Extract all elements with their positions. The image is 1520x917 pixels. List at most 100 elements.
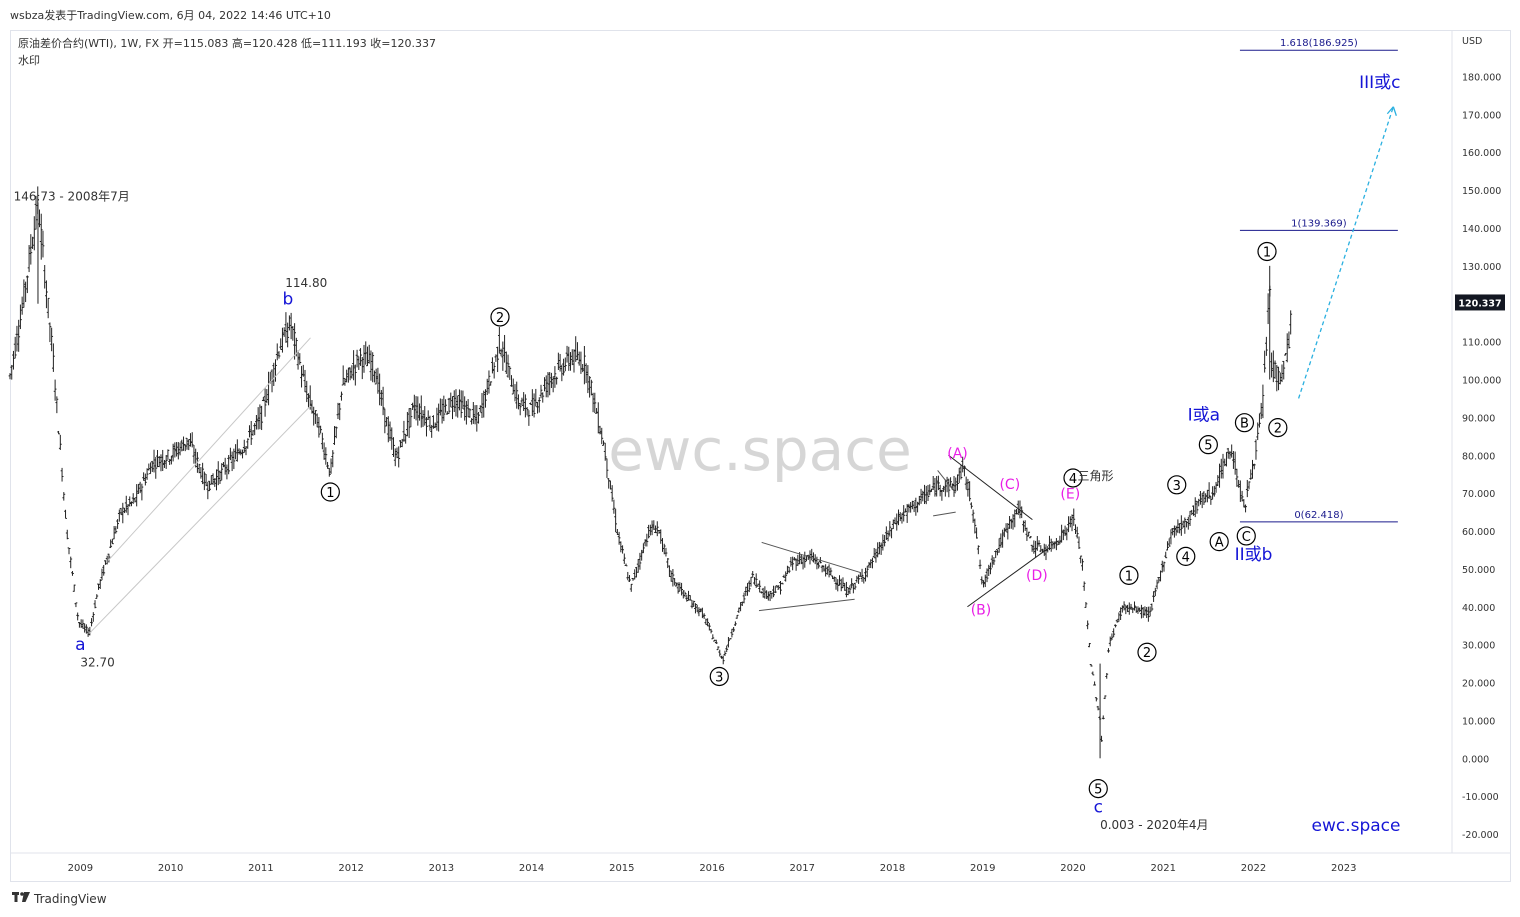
wave-label-circle — [490, 307, 510, 327]
footer[interactable]: TradingView — [12, 891, 107, 907]
wave-label-circle — [1236, 526, 1256, 546]
wave-label-circle — [320, 482, 340, 502]
wave-label: 5 — [1094, 783, 1102, 798]
wave-label: 114.80 — [285, 276, 327, 290]
wave-label: (D) — [1026, 568, 1048, 584]
wave-label: 1 — [1263, 245, 1271, 260]
x-tick-label: 2014 — [519, 863, 544, 874]
x-tick-label: 2018 — [880, 863, 905, 874]
x-tick-label: 2019 — [970, 863, 995, 874]
x-tick-label: 2023 — [1331, 863, 1356, 874]
x-tick-label: 2010 — [158, 863, 183, 874]
triangle-upper — [761, 541, 862, 574]
y-tick-label: 0.000 — [1462, 754, 1489, 765]
wave-label: 32.70 — [80, 655, 114, 669]
wave-label: (E) — [1060, 486, 1080, 502]
wave-label: 1 — [326, 486, 334, 501]
wave-label: 5 — [1204, 439, 1212, 454]
x-tick-label: 2011 — [248, 863, 273, 874]
x-tick-label: 2022 — [1241, 863, 1266, 874]
wave-label: 0.003 - 2020年4月 — [1100, 818, 1209, 832]
wave-label: II或b — [1235, 545, 1273, 565]
x-tick-label: 2021 — [1151, 863, 1176, 874]
wave-label-circle — [1119, 565, 1139, 585]
wave-label: 2 — [496, 311, 504, 326]
wave-label: 3 — [1173, 479, 1181, 494]
wave-label: b — [283, 289, 294, 309]
triangle-lower — [967, 549, 1047, 608]
triangle-small — [937, 470, 957, 494]
channel-lower — [89, 405, 311, 634]
wave-label: (B) — [971, 602, 992, 618]
wave-label: 146.73 - 2008年7月 — [14, 190, 130, 204]
y-tick-label: 60.000 — [1462, 527, 1495, 538]
publisher-line: wsbza发表于TradingView.com, 6月 04, 2022 14:… — [10, 9, 331, 22]
triangle-lower — [758, 598, 855, 612]
y-tick-label: 70.000 — [1462, 489, 1495, 500]
wave-label: 3 — [715, 670, 723, 685]
symbol-legend[interactable]: 原油差价合约(WTI), 1W, FX 开=115.083 高=120.428 … — [18, 37, 436, 50]
corner-watermark: ewc.space — [1312, 816, 1401, 836]
y-tick-label: 20.000 — [1462, 679, 1495, 690]
y-axis-unit: USD — [1462, 36, 1482, 47]
y-tick-label: 10.000 — [1462, 716, 1495, 727]
projection-arrow-head — [1386, 106, 1397, 116]
wave-label: a — [75, 635, 85, 655]
wave-label: B — [1240, 417, 1249, 432]
y-tick-label: 110.000 — [1462, 338, 1501, 349]
last-price-label: 120.337 — [1458, 298, 1501, 309]
wave-label-circle — [1167, 475, 1187, 495]
wave-label-circle — [1257, 241, 1277, 262]
y-tick-label: 160.000 — [1462, 148, 1501, 159]
y-tick-label: 100.000 — [1462, 375, 1501, 386]
watermark-legend: 水印 — [18, 54, 40, 67]
wave-label-circle — [1063, 468, 1083, 488]
y-tick-label: 50.000 — [1462, 565, 1495, 576]
fib-level-label: 0(62.418) — [1294, 510, 1343, 521]
wave-label: A — [1215, 536, 1224, 551]
wave-label: 4 — [1069, 472, 1077, 487]
wave-label: 2 — [1143, 646, 1151, 661]
wave-label-circle — [1088, 779, 1108, 799]
x-tick-label: 2012 — [338, 863, 363, 874]
y-tick-label: 30.000 — [1462, 641, 1495, 652]
x-tick-label: 2016 — [699, 863, 724, 874]
wave-label: C — [1242, 530, 1251, 545]
candles — [8, 186, 1293, 759]
wave-label-circle — [1209, 532, 1229, 552]
wave-label-circle — [709, 666, 729, 687]
wave-label: c — [1094, 797, 1103, 817]
projection-arrow-line — [1297, 106, 1394, 399]
wave-label: 2 — [1274, 422, 1282, 437]
wave-label: 三角形 — [1078, 469, 1114, 483]
wave-label-circle — [1268, 418, 1288, 438]
y-tick-label: 90.000 — [1462, 413, 1495, 424]
wave-label: I或a — [1188, 405, 1220, 425]
y-tick-label: 170.000 — [1462, 110, 1501, 121]
last-price-badge — [1455, 294, 1505, 311]
y-tick-label: 130.000 — [1462, 262, 1501, 273]
y-tick-label: 150.000 — [1462, 186, 1501, 197]
x-tick-label: 2015 — [609, 863, 634, 874]
y-tick-label: 80.000 — [1462, 451, 1495, 462]
x-tick-label: 2009 — [68, 863, 93, 874]
wave-label-circle — [1198, 435, 1218, 455]
triangle-small — [933, 511, 956, 517]
fib-level-label: 1.618(186.925) — [1280, 38, 1358, 49]
triangle-upper — [948, 454, 1033, 521]
chart-frame — [10, 30, 1511, 882]
wave-label-circle — [1137, 642, 1157, 662]
wave-label-circle — [1234, 413, 1255, 433]
y-tick-label: -20.000 — [1462, 830, 1499, 841]
x-tick-label: 2017 — [790, 863, 815, 874]
fib-level-label: 1(139.369) — [1291, 218, 1347, 229]
y-tick-label: 40.000 — [1462, 603, 1495, 614]
y-tick-label: 140.000 — [1462, 224, 1501, 235]
center-watermark: ewc.space — [608, 416, 912, 484]
wave-label: (C) — [999, 477, 1020, 493]
x-tick-label: 2013 — [429, 863, 454, 874]
y-tick-label: -10.000 — [1462, 792, 1499, 803]
wave-label-circle — [1176, 546, 1196, 566]
footer-brand: TradingView — [34, 892, 107, 906]
